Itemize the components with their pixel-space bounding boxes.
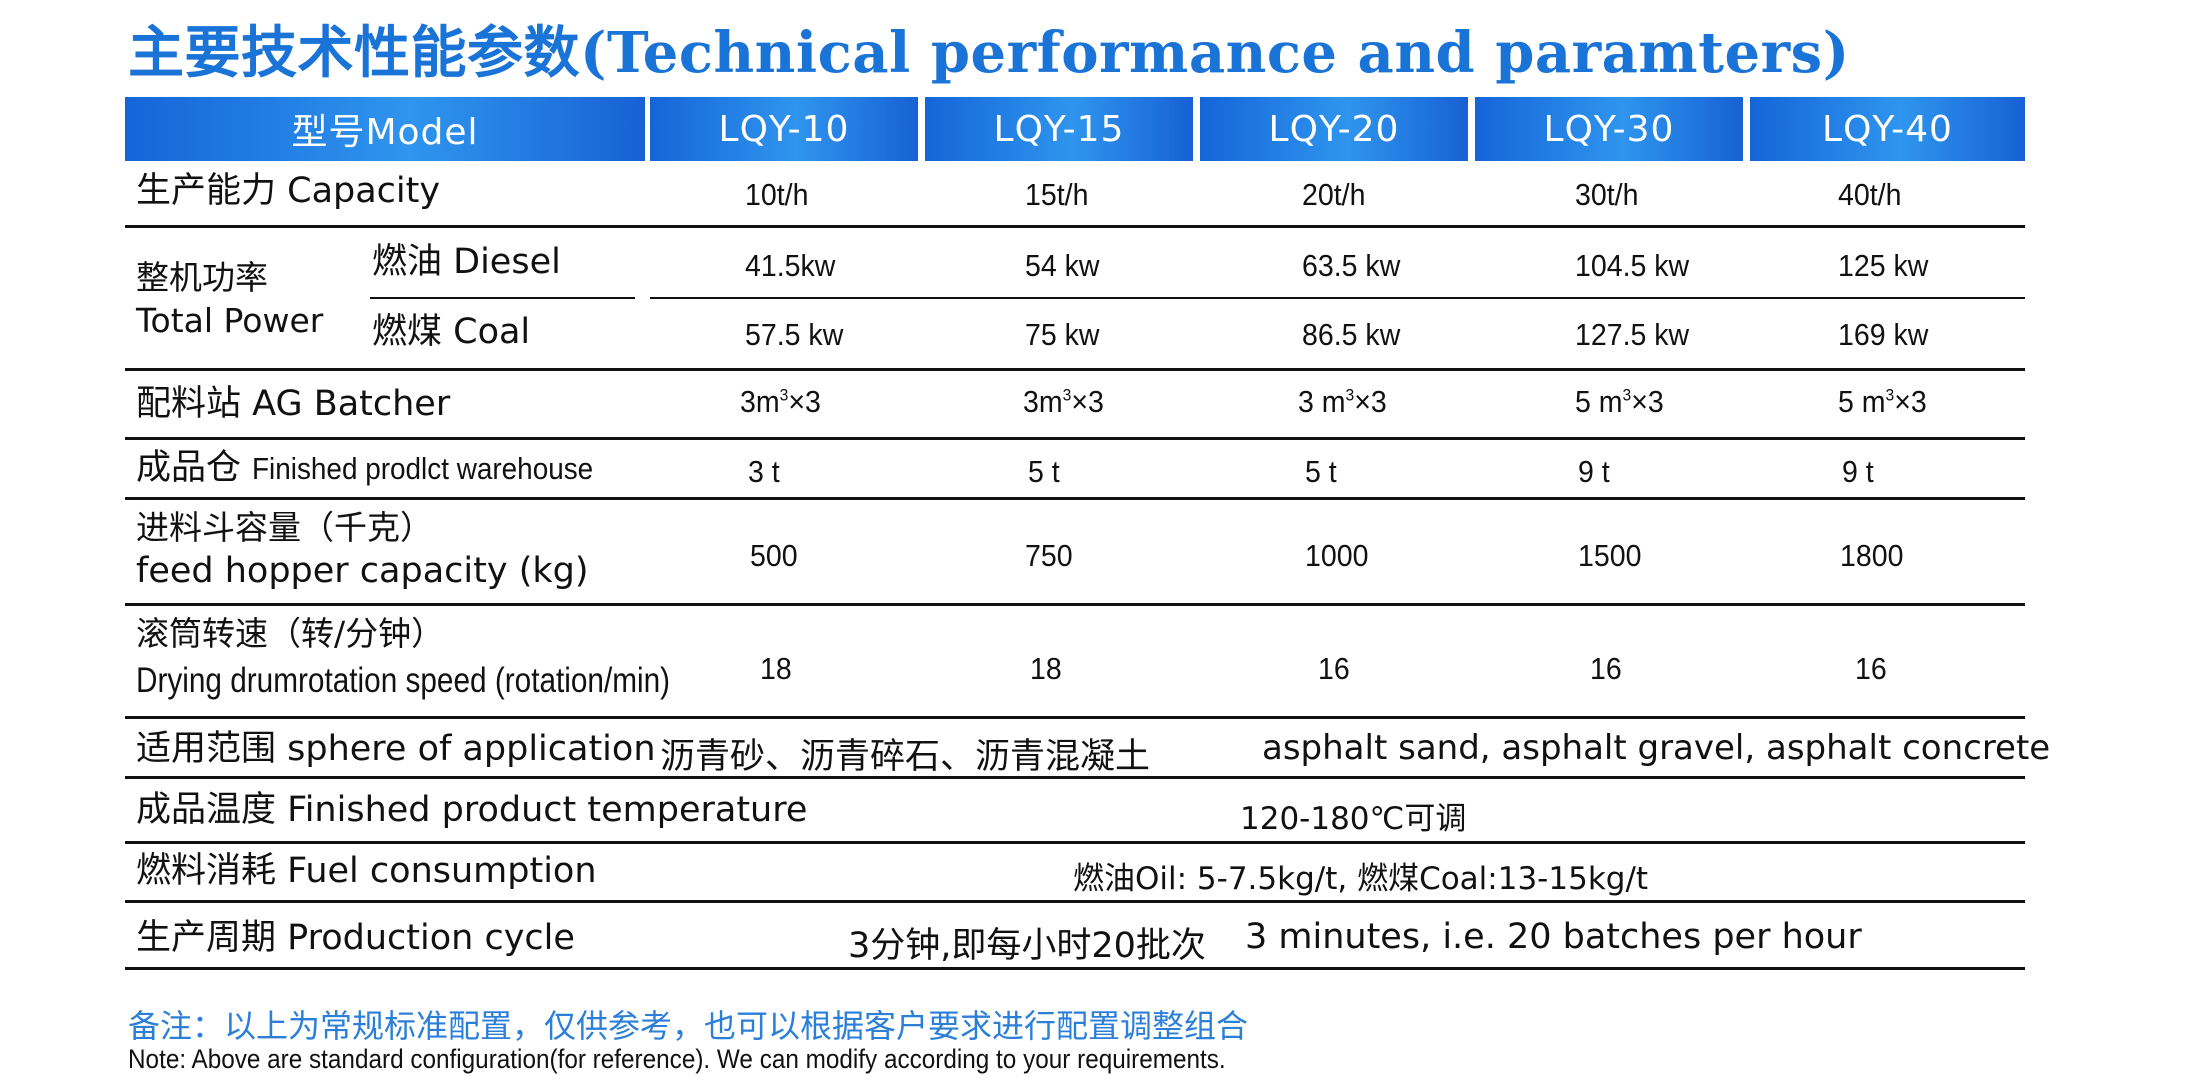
ag-batcher-value-lqy30: 5 m3×3 <box>1575 384 1664 419</box>
coal-value-lqy10: 57.5 kw <box>745 317 844 352</box>
row-divider <box>125 900 2025 903</box>
total-power-label-cn: 整机功率 <box>136 258 268 297</box>
diesel-label: 燃油 Diesel <box>372 242 561 282</box>
drum-speed-value-lqy30: 16 <box>1590 651 1622 686</box>
row-divider <box>125 776 2025 779</box>
row-divider-partial <box>370 297 635 299</box>
capacity-value-lqy10: 10t/h <box>745 177 809 212</box>
warehouse-value-lqy30: 9 t <box>1578 454 1610 489</box>
drum-speed-value-lqy15: 18 <box>1030 651 1062 686</box>
application-label: 适用范围 sphere of application <box>136 729 656 769</box>
coal-value-lqy30: 127.5 kw <box>1575 317 1690 352</box>
warehouse-value-lqy15: 5 t <box>1028 454 1060 489</box>
capacity-value-lqy15: 15t/h <box>1025 177 1089 212</box>
ag-batcher-value-lqy15: 3m3×3 <box>1023 384 1104 419</box>
row-divider-partial <box>650 297 2025 299</box>
ag-batcher-value-lqy10: 3m3×3 <box>740 384 821 419</box>
diesel-value-lqy40: 125 kw <box>1838 248 1929 283</box>
production-cycle-label: 生产周期 Production cycle <box>136 918 575 958</box>
header-model-lqy40: LQY-40 <box>1750 97 2025 161</box>
feed-hopper-value-lqy20: 1000 <box>1305 538 1369 573</box>
page-title: 主要技术性能参数(Technical performance and param… <box>128 20 1850 86</box>
row-divider <box>125 841 2025 844</box>
drum-speed-value-lqy20: 16 <box>1318 651 1350 686</box>
ag-batcher-value-lqy40: 5 m3×3 <box>1838 384 1927 419</box>
coal-value-lqy15: 75 kw <box>1025 317 1100 352</box>
capacity-value-lqy30: 30t/h <box>1575 177 1639 212</box>
header-model-lqy20: LQY-20 <box>1200 97 1468 161</box>
drum-speed-value-lqy10: 18 <box>760 651 792 686</box>
header-model-lqy15: LQY-15 <box>925 97 1193 161</box>
warehouse-label: 成品仓 Finished prodlct warehouse <box>136 448 594 488</box>
capacity-value-lqy20: 20t/h <box>1302 177 1366 212</box>
row-divider <box>125 967 2025 970</box>
fuel-consumption-value: 燃油Oil: 5-7.5kg/t, 燃煤Coal:13-15kg/t <box>1073 861 1649 897</box>
drum-speed-value-lqy40: 16 <box>1855 651 1887 686</box>
feed-hopper-label-en: feed hopper capacity (kg) <box>136 551 589 591</box>
warehouse-value-lqy20: 5 t <box>1305 454 1337 489</box>
coal-value-lqy40: 169 kw <box>1838 317 1929 352</box>
row-divider <box>125 368 2025 371</box>
production-cycle-value-en: 3 minutes, i.e. 20 batches per hour <box>1245 917 1862 957</box>
row-divider <box>125 497 2025 500</box>
header-model-label: 型号Model <box>125 97 645 161</box>
diesel-value-lqy30: 104.5 kw <box>1575 248 1690 283</box>
coal-label: 燃煤 Coal <box>372 312 531 352</box>
diesel-value-lqy10: 41.5kw <box>745 248 836 283</box>
row-divider <box>125 437 2025 440</box>
application-value-en: asphalt sand, asphalt gravel, asphalt co… <box>1262 728 2051 768</box>
coal-value-lqy20: 86.5 kw <box>1302 317 1401 352</box>
drum-speed-label-en: Drying drumrotation speed (rotation/min) <box>136 661 671 700</box>
drum-speed-label-cn: 滚筒转速（转/分钟） <box>136 614 445 653</box>
ag-batcher-value-lqy20: 3 m3×3 <box>1298 384 1387 419</box>
feed-hopper-label-cn: 进料斗容量（千克） <box>136 508 433 547</box>
total-power-label-en: Total Power <box>136 301 324 340</box>
diesel-value-lqy15: 54 kw <box>1025 248 1100 283</box>
row-divider <box>125 603 2025 606</box>
feed-hopper-value-lqy40: 1800 <box>1840 538 1904 573</box>
row-divider <box>125 225 2025 228</box>
header-model-lqy10: LQY-10 <box>650 97 918 161</box>
feed-hopper-value-lqy15: 750 <box>1025 538 1073 573</box>
row-divider <box>125 716 2025 719</box>
diesel-value-lqy20: 63.5 kw <box>1302 248 1401 283</box>
fuel-consumption-label: 燃料消耗 Fuel consumption <box>136 851 597 891</box>
application-value-cn: 沥青砂、沥青碎石、沥青混凝土 <box>660 737 1151 777</box>
warehouse-value-lqy40: 9 t <box>1842 454 1874 489</box>
note-chinese: 备注：以上为常规标准配置，仅供参考，也可以根据客户要求进行配置调整组合 <box>128 1007 1249 1045</box>
note-english: Note: Above are standard configuration(f… <box>128 1044 1226 1074</box>
capacity-label: 生产能力 Capacity <box>136 171 441 211</box>
ag-batcher-label: 配料站 AG Batcher <box>136 384 451 424</box>
capacity-value-lqy40: 40t/h <box>1838 177 1902 212</box>
feed-hopper-value-lqy10: 500 <box>750 538 798 573</box>
feed-hopper-value-lqy30: 1500 <box>1578 538 1642 573</box>
production-cycle-value-cn: 3分钟,即每小时20批次 <box>848 926 1206 966</box>
warehouse-value-lqy10: 3 t <box>748 454 780 489</box>
header-model-lqy30: LQY-30 <box>1475 97 1743 161</box>
temperature-label: 成品温度 Finished product temperature <box>136 790 808 830</box>
temperature-value: 120-180℃可调 <box>1240 801 1467 837</box>
